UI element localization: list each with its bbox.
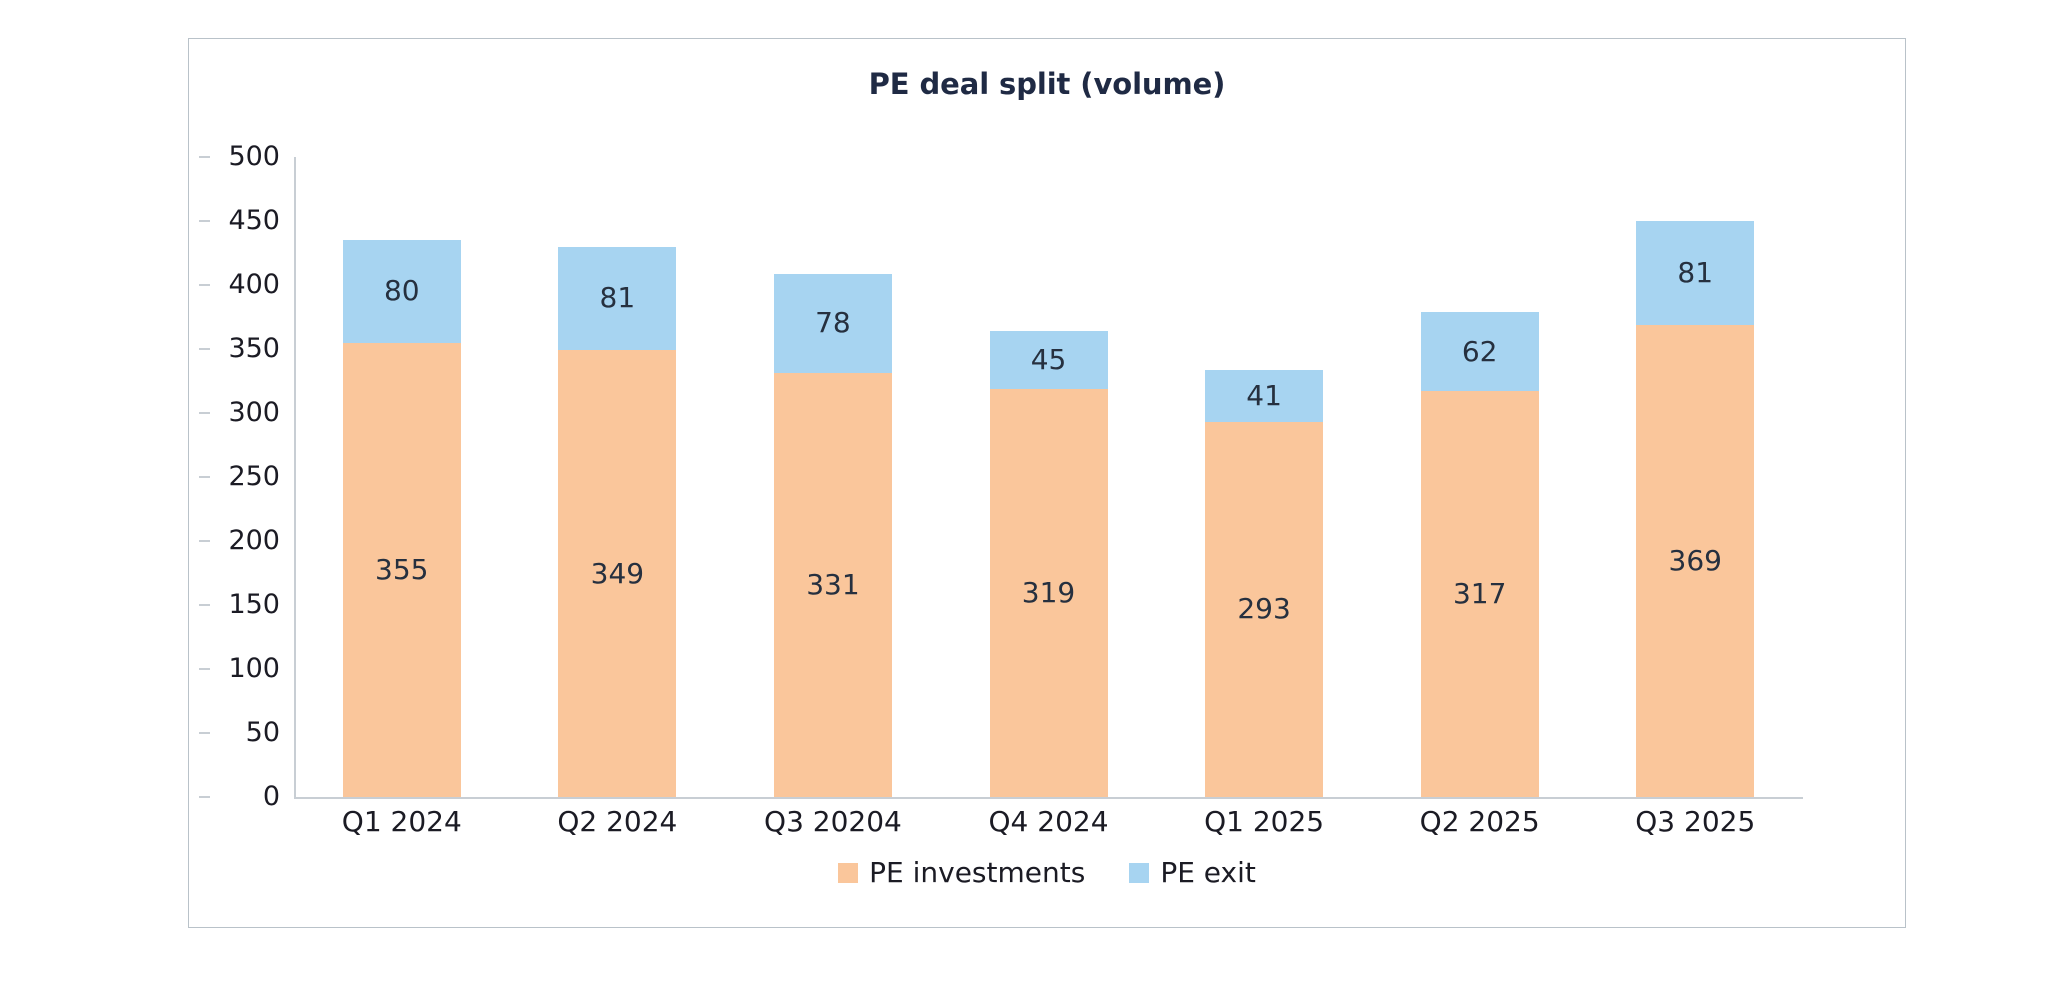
x-axis-tick-label: Q1 2025	[1204, 805, 1325, 838]
bar-segment-pe-exit[interactable]: 78	[773, 273, 892, 374]
stacked-bar[interactable]: 81 369	[1636, 221, 1755, 797]
bar-group[interactable]: 41 293	[1156, 157, 1372, 797]
stacked-bar[interactable]: 81 349	[558, 246, 677, 797]
bar-value-label: 349	[590, 556, 645, 590]
y-axis-tick-label: 450	[228, 204, 280, 236]
y-axis-tick-mark	[199, 476, 210, 478]
bar-segment-pe-exit[interactable]: 81	[558, 246, 677, 351]
y-axis-tick-mark	[199, 412, 210, 414]
y-axis-tick-label: 300	[228, 396, 280, 428]
bar-segment-pe-investments[interactable]: 293	[1205, 421, 1324, 797]
chart-container: PE deal split (volume) 500 450 400 350 300 25…	[188, 38, 1906, 928]
y-axis-tick-mark	[199, 732, 210, 734]
legend-swatch-icon	[838, 863, 859, 883]
plot-area: 500 450 400 350 300 250 200 150 100 50 0 80 355 81 34…	[199, 143, 1803, 838]
bar-value-label: 355	[375, 552, 429, 586]
bar-segment-pe-investments[interactable]: 369	[1636, 324, 1755, 797]
bar-value-label: 331	[806, 568, 860, 602]
x-axis-tick-label: Q3 2025	[1635, 805, 1756, 838]
chart-title: PE deal split (volume)	[868, 67, 1226, 101]
stacked-bar[interactable]: 78 331	[773, 273, 892, 797]
stacked-bar[interactable]: 45 319	[989, 331, 1108, 797]
y-axis-tick-label: 200	[228, 524, 280, 556]
x-axis-tick-label: Q3 20204	[764, 805, 902, 838]
x-axis-tick-label: Q2 2025	[1419, 805, 1540, 838]
y-axis-tick-label: 50	[245, 716, 280, 748]
x-axis-tick-label: Q2 2024	[557, 805, 678, 838]
y-axis-tick-label: 400	[228, 268, 280, 300]
y-axis-tick-mark	[199, 220, 210, 222]
y-axis-tick-mark	[199, 348, 210, 350]
bar-group[interactable]: 45 319	[941, 157, 1157, 797]
legend-item[interactable]: PE investments	[838, 859, 1085, 887]
bar-value-label: 62	[1461, 334, 1498, 368]
bar-group[interactable]: 81 349	[510, 157, 726, 797]
bar-segment-pe-investments[interactable]: 317	[1420, 391, 1539, 797]
bar-segment-pe-exit[interactable]: 81	[1636, 221, 1755, 325]
bar-value-label: 81	[599, 281, 636, 315]
y-axis-tick-label: 250	[228, 460, 280, 492]
bar-value-label: 317	[1452, 577, 1507, 611]
y-axis-tick-mark	[199, 796, 210, 798]
stacked-bar[interactable]: 62 317	[1420, 311, 1539, 797]
bar-segment-pe-exit[interactable]: 45	[989, 331, 1108, 389]
bar-segment-pe-exit[interactable]: 62	[1420, 311, 1539, 392]
legend-label: PE investments	[869, 856, 1086, 889]
y-axis-tick-mark	[199, 668, 210, 670]
bar-value-label: 293	[1237, 592, 1291, 626]
bar-group[interactable]: 62 317	[1372, 157, 1588, 797]
y-axis-tick-label: 500	[228, 140, 280, 172]
y-axis-tick-label: 100	[228, 652, 280, 684]
bar-segment-pe-investments[interactable]: 349	[558, 350, 677, 797]
bar-value-label: 319	[1021, 575, 1076, 609]
y-axis-tick-mark	[199, 540, 210, 542]
y-axis-tick-mark	[199, 604, 210, 606]
bar-series-group: 80 355 81 349 78 331 45 319 41 293 62 317 81 369	[294, 157, 1803, 797]
x-axis-labels: Q1 2024 Q2 2024 Q3 20204 Q4 2024 Q1 2025 Q2 2…	[294, 805, 1803, 838]
bar-value-label: 41	[1246, 378, 1282, 412]
bar-value-label: 80	[383, 274, 420, 308]
x-axis-tick-label: Q4 2024	[988, 805, 1109, 838]
y-axis-tick-label: 150	[228, 588, 280, 620]
bar-value-label: 369	[1668, 543, 1722, 577]
x-axis-line	[294, 797, 1803, 799]
bar-value-label: 78	[815, 306, 851, 340]
y-axis-tick-mark	[199, 284, 210, 286]
legend-label: PE exit	[1160, 856, 1256, 889]
legend-swatch-icon	[1129, 863, 1150, 883]
bar-segment-pe-investments[interactable]: 319	[989, 388, 1108, 797]
bar-segment-pe-investments[interactable]: 331	[773, 373, 892, 797]
bar-value-label: 81	[1677, 255, 1714, 289]
stacked-bar[interactable]: 41 293	[1205, 369, 1324, 797]
stacked-bar[interactable]: 80 355	[342, 240, 461, 797]
y-axis-tick-label: 0	[262, 780, 280, 812]
bar-segment-pe-exit[interactable]: 41	[1205, 369, 1324, 422]
y-axis-tick-label: 350	[228, 332, 280, 364]
bar-value-label: 45	[1030, 342, 1067, 376]
legend-item[interactable]: PE exit	[1129, 859, 1256, 887]
y-axis-line	[294, 157, 296, 797]
x-axis-tick-label: Q1 2024	[341, 805, 462, 838]
bar-segment-pe-exit[interactable]: 80	[342, 240, 461, 343]
bar-group[interactable]: 80 355	[294, 157, 510, 797]
y-axis-tick-mark	[199, 156, 210, 158]
chart-legend: PE investments PE exit	[189, 859, 1905, 887]
bar-group[interactable]: 81 369	[1587, 157, 1803, 797]
bar-segment-pe-investments[interactable]: 355	[342, 342, 461, 797]
bar-group[interactable]: 78 331	[725, 157, 941, 797]
